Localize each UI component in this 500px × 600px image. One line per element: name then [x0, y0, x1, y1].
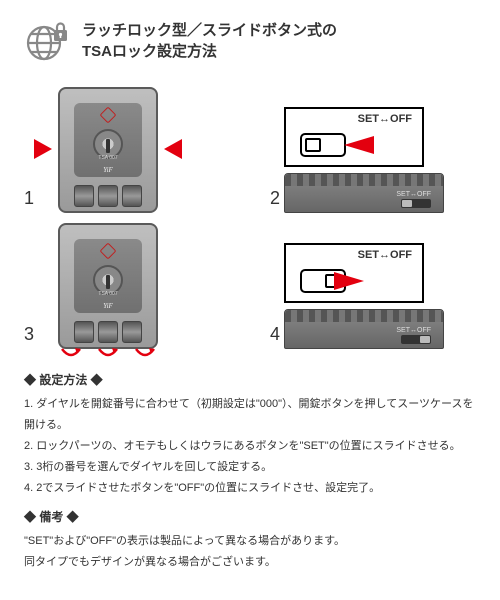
figure-number: 2 — [270, 188, 280, 213]
slider-knob — [305, 138, 321, 152]
steps-list: 1. ダイヤルを開錠番号に合わせて（初期設定は"000"）、開錠ボタンを押してス… — [24, 394, 476, 498]
figure-2: 2 SET↔OFF SET↔OFF — [270, 87, 476, 213]
slab-switch-icon — [401, 335, 431, 344]
header: ラッチロック型／スライドボタン式の TSAロック設定方法 — [24, 20, 476, 69]
brand-label: YiF — [74, 166, 142, 174]
arrow-left-icon — [344, 136, 374, 154]
figure-grid: 1 TSA 007 YiF 2 SET↔ — [24, 87, 476, 349]
figure-number: 1 — [24, 188, 34, 213]
rotate-arrow-icon — [97, 347, 119, 361]
rotate-arrow-icon — [134, 347, 156, 361]
lock-body: TSA 007 YiF — [58, 223, 158, 349]
dial — [122, 321, 142, 343]
switch-diagram: SET↔OFF — [284, 107, 424, 167]
switch-diagram: SET↔OFF — [284, 243, 424, 303]
step-item: 1. ダイヤルを開錠番号に合わせて（初期設定は"000"）、開錠ボタンを押してス… — [24, 394, 476, 436]
page-title: ラッチロック型／スライドボタン式の TSAロック設定方法 — [82, 20, 337, 62]
tsa-diamond-icon — [100, 243, 117, 260]
slab-label: SET↔OFF — [396, 191, 431, 198]
note-item: 同タイプでもデザインが異なる場合がございます。 — [24, 552, 476, 573]
title-line-1: ラッチロック型／スライドボタン式の — [82, 20, 337, 41]
dial — [98, 185, 118, 207]
step-item: 4. 2でスライドさせたボタンを"OFF"の位置にスライドさせ、設定完了。 — [24, 478, 476, 499]
tsa-code: TSA 007 — [74, 155, 142, 161]
dial — [74, 185, 94, 207]
notes-heading: ◆ 備考 ◆ — [24, 508, 476, 525]
step-item: 2. ロックパーツの、オモテもしくはウラにあるボタンを"SET"の位置にスライド… — [24, 436, 476, 457]
method-heading: ◆ 設定方法 ◆ — [24, 371, 476, 388]
rotate-arrow-icon — [60, 347, 82, 361]
figure-1: 1 TSA 007 YiF — [24, 87, 230, 213]
tsa-diamond-icon — [100, 107, 117, 124]
notes-list: "SET"および"OFF"の表示は製品によって異なる場合があります。 同タイプで… — [24, 531, 476, 573]
dial — [122, 185, 142, 207]
arrow-right-icon — [334, 272, 364, 290]
dial — [74, 321, 94, 343]
brand-label: YiF — [74, 302, 142, 310]
title-line-2: TSAロック設定方法 — [82, 41, 337, 62]
figure-number: 4 — [270, 324, 280, 349]
switch-label: SET↔OFF — [358, 249, 412, 261]
lock-body: TSA 007 YiF — [58, 87, 158, 213]
globe-lock-icon — [24, 20, 70, 69]
figure-4: 4 SET↔OFF SET↔OFF — [270, 223, 476, 349]
lock-slab: SET↔OFF — [284, 173, 444, 213]
dial — [98, 321, 118, 343]
arrow-left-icon — [34, 139, 52, 159]
slab-label: SET↔OFF — [396, 327, 431, 334]
figure-3: 3 TSA 007 YiF — [24, 223, 230, 349]
figure-number: 3 — [24, 324, 34, 349]
slab-switch-icon — [401, 199, 431, 208]
switch-label: SET↔OFF — [358, 113, 412, 125]
lock-slab: SET↔OFF — [284, 309, 444, 349]
arrow-right-icon — [164, 139, 182, 159]
note-item: "SET"および"OFF"の表示は製品によって異なる場合があります。 — [24, 531, 476, 552]
slider-slot — [300, 133, 346, 157]
tsa-code: TSA 007 — [74, 291, 142, 297]
step-item: 3. 3桁の番号を選んでダイヤルを回して設定する。 — [24, 457, 476, 478]
